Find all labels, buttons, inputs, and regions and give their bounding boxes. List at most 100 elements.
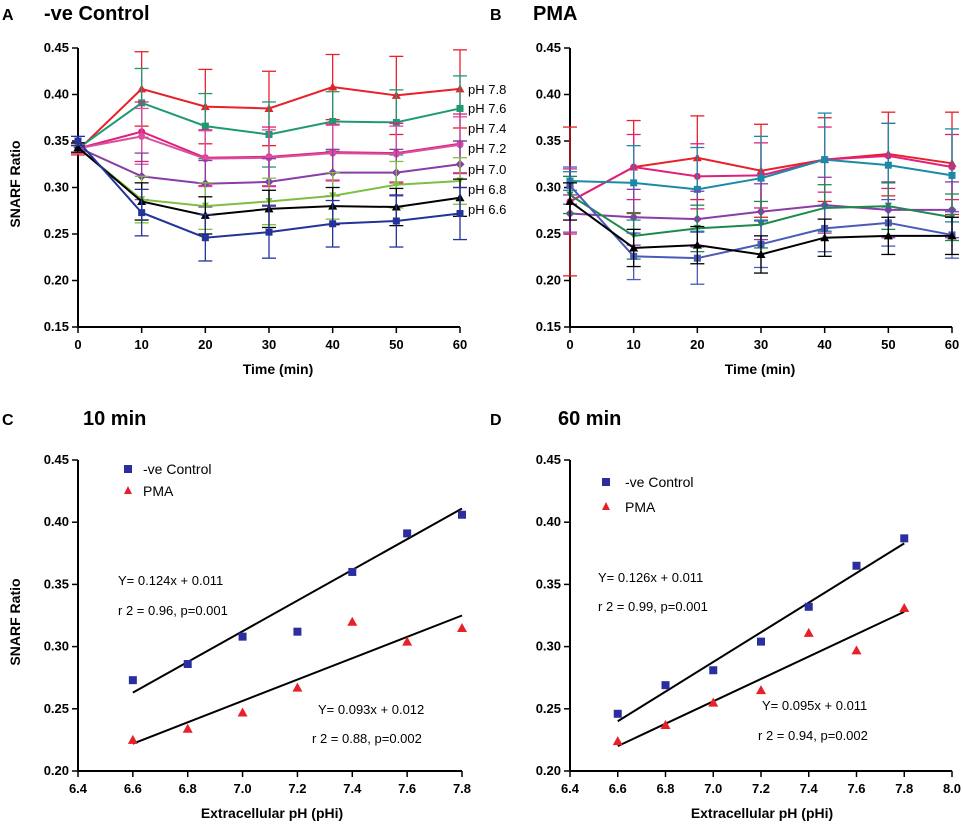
panel-d-xtick-label: 6.6 (609, 781, 627, 796)
panel-c-series-pma-point (402, 636, 413, 646)
panel-c-series-pma-point (347, 616, 358, 626)
panel-d-ytick-label: 0.45 (536, 452, 561, 467)
panel-c-series-vecontrol-point (128, 676, 137, 685)
panel-c-xtick-label: 7.0 (234, 781, 252, 796)
panel-c-series-pma-point (182, 723, 193, 733)
panel-b-ytick-label: 0.40 (536, 87, 561, 102)
legend-c-pma-label: PMA (143, 483, 174, 499)
panel-d-series-vecontrol-point (661, 681, 670, 690)
panel-a-ytick-label: 0.20 (44, 273, 69, 288)
panel-letter-a: A (2, 7, 14, 24)
panel-b-series-ph76-point (948, 171, 956, 179)
panel-d-series-pma-point (612, 736, 623, 746)
panel-b-series-ph76-point (630, 179, 638, 187)
panel-d-r2-pma: r 2 = 0.94, p=0.002 (758, 728, 868, 743)
panel-b-series-ph66b-point (756, 249, 766, 258)
panel-c-xtick-label: 7.2 (288, 781, 306, 796)
panel-c-r2-control: r 2 = 0.96, p=0.001 (118, 603, 228, 618)
panel-d-xtick-label: 7.8 (895, 781, 913, 796)
series-label-ph76: pH 7.6 (468, 101, 506, 116)
panel-c-ytick-label: 0.20 (44, 763, 69, 778)
panel-b-series-ph66b-point (883, 231, 893, 240)
panel-c-eq-control: Y= 0.124x + 0.011 (118, 573, 223, 588)
panel-c-series-pma-point (457, 622, 467, 632)
panel-d-series-pma-point (756, 685, 766, 695)
panel-b-series-ph66b-point (692, 240, 702, 249)
panel-a-ytick-label: 0.15 (44, 319, 69, 334)
panel-c-ytick-label: 0.35 (44, 576, 69, 591)
panel-d-series-vecontrol-point (757, 637, 765, 646)
panel-c-xtick-label: 7.4 (343, 781, 362, 796)
panel-b-xtick-label: 60 (945, 337, 959, 352)
panel-a-xtick-label: 30 (262, 337, 276, 352)
panel-a-series-ph66b-point (138, 209, 146, 217)
panel-b-xtick-label: 40 (817, 337, 831, 352)
panel-b-ytick-label: 0.45 (536, 40, 561, 55)
legend-d-pma-label: PMA (625, 499, 656, 515)
panel-a-series-ph66b-point (456, 210, 464, 218)
panel-d-xtick-label: 7.0 (704, 781, 722, 796)
panel-letter-c: C (2, 412, 14, 429)
panel-d-series-vecontrol-point (613, 709, 622, 718)
panel-a-xtick-label: 0 (74, 337, 81, 352)
panel-a-xtick-label: 50 (389, 337, 403, 352)
panel-d-eq-control: Y= 0.126x + 0.011 (598, 570, 703, 585)
panel-a-xtick-label: 20 (198, 337, 212, 352)
panel-c-ytick-label: 0.45 (44, 452, 69, 467)
panel-b-series-ph66b-point (820, 233, 830, 242)
legend-c-pma-marker (124, 486, 132, 494)
panel-b-xtick-label: 30 (754, 337, 768, 352)
panel-a-series-ph66b-point (265, 228, 273, 236)
panel-c-xtick-label: 6.8 (179, 781, 197, 796)
panel-c-series-vecontrol-point (458, 510, 466, 519)
series-label-ph74: pH 7.4 (468, 121, 506, 136)
panel-d-xlabel: Extracellular pH (pHi) (691, 805, 833, 821)
panel-d-series-vecontrol-point (900, 534, 909, 543)
panel-a-ytick-label: 0.35 (44, 133, 69, 148)
panel-a-ylabel: SNARF Ratio (7, 140, 23, 227)
panel-d-xtick-label: 6.8 (656, 781, 674, 796)
panel-c-xtick-label: 6.4 (69, 781, 88, 796)
panel-c-series-vecontrol-point (238, 632, 247, 641)
panel-c-ytick-label: 0.25 (44, 701, 69, 716)
panel-a-title: -ve Control (44, 3, 150, 25)
panel-b-ytick-label: 0.30 (536, 180, 561, 195)
panel-a-ytick-label: 0.45 (44, 40, 69, 55)
panel-b-series-ph76-point (693, 185, 701, 193)
panel-c-series-vecontrol-fit-line (132, 507, 463, 694)
panel-d-ytick-label: 0.40 (536, 514, 561, 529)
panel-a-series-ph76-point (329, 117, 337, 125)
panel-a-series-ph66b-point (201, 234, 209, 242)
panel-c-r2-pma: r 2 = 0.88, p=0.002 (312, 731, 422, 746)
panel-d-series-pma-point (803, 627, 814, 637)
legend-d-pma-marker (602, 502, 610, 510)
panel-c-series-vecontrol-point (183, 660, 192, 669)
panel-d-series-vecontrol-point (852, 561, 861, 570)
panel-a-series-ph68-point (392, 181, 400, 189)
panel-b-ytick-label: 0.35 (536, 133, 561, 148)
series-label-ph68: pH 6.8 (468, 182, 506, 197)
legend-d-control-label: -ve Control (625, 474, 693, 490)
panel-a-xtick-label: 60 (453, 337, 467, 352)
panel-d-r2-control: r 2 = 0.99, p=0.001 (598, 599, 708, 614)
panel-d-series-pma-point (708, 697, 719, 707)
panel-a-series-ph72-point (138, 132, 146, 140)
panel-b-xtick-label: 0 (566, 337, 573, 352)
panel-a-ytick-label: 0.30 (44, 180, 69, 195)
panel-d-series-pma-point (899, 603, 910, 613)
panel-c-eq-pma: Y= 0.093x + 0.012 (318, 702, 424, 717)
panel-a-series-ph66b-point (329, 220, 337, 228)
legend-c-control-marker (124, 465, 132, 473)
panel-letter-d: D (490, 412, 502, 429)
panel-a-ytick-label: 0.40 (44, 87, 69, 102)
panel-a-series-ph78-point (328, 82, 338, 91)
panel-d-eq-pma: Y= 0.095x + 0.011 (762, 698, 867, 713)
panel-b-xlabel: Time (min) (725, 361, 796, 377)
panel-d-series-vecontrol-fit-line (617, 542, 905, 723)
panel-a-series-ph76-point (456, 104, 464, 112)
panel-a-series-ph76-point (201, 122, 209, 130)
panel-d-ytick-label: 0.35 (536, 576, 561, 591)
panel-c-xtick-label: 6.6 (124, 781, 142, 796)
legend-c-control-label: -ve Control (143, 461, 211, 477)
